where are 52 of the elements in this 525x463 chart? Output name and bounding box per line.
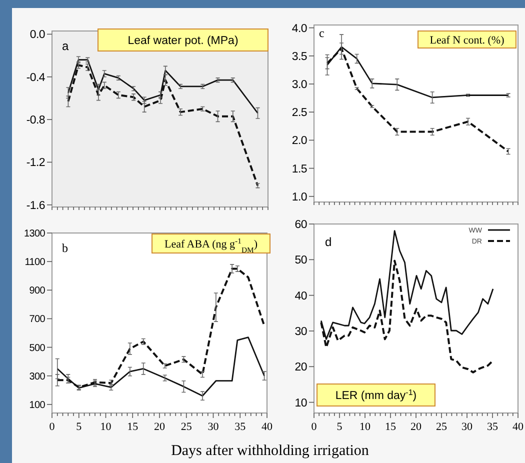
x-tick-label: 25 [436,421,448,433]
y-tick-label: 20 [294,362,307,374]
x-tick-label: 35 [234,421,246,433]
y-tick-label: 50 [294,254,307,267]
x-tick-label: 20 [410,421,422,433]
x-tick-label: 30 [208,421,220,433]
x-tick-label: 35 [487,421,498,433]
y-tick-label: -0.8 [26,114,45,127]
y-tick-label: 500 [29,342,46,354]
chart-title: Leaf water pot. (MPa) [128,35,238,48]
y-tick-label: 900 [29,286,46,297]
y-tick-label: 40 [294,290,307,302]
annotation: a [62,39,69,53]
y-tick-label: -1.6 [26,200,45,212]
x-tick-label: 15 [385,421,396,433]
annotation: d [325,235,332,249]
y-tick-label: 30 [294,326,307,338]
y-tick-label: 1100 [24,257,46,268]
y-tick-label: 0.0 [30,29,45,42]
x-tick-label: 40 [512,421,524,433]
x-tick-label: 0 [49,421,56,433]
text: Leaf N cont. (%) [430,34,505,46]
x-tick-label: 20 [154,421,166,433]
y-tick-label: 3.5 [292,50,307,63]
y-tick-label: 100 [29,400,46,411]
x-tick-label: 40 [262,421,273,433]
y-tick-label: -0.4 [26,72,46,84]
y-tick-label: 2.0 [292,135,307,148]
x-tick-label: 0 [311,421,318,433]
x-tick-label: 5 [76,421,82,433]
y-tick-label: 700 [29,314,46,326]
annotation: c [319,26,324,40]
x-tick-label: 10 [100,421,112,433]
y-tick-label: 1.5 [292,163,307,176]
annotation: b [62,241,68,255]
x-tick-label: 5 [336,421,343,433]
y-tick-label: -1.2 [26,157,45,170]
x-axis-title: Days after withholding irrigation [171,443,370,459]
x-tick-label: 15 [127,421,139,433]
y-tick-label: 3.0 [292,79,307,92]
x-tick-label: 25 [180,421,192,433]
y-tick-label: 2.5 [292,107,307,120]
y-tick-label: 1.0 [292,191,307,204]
y-tick-label: 10 [294,397,307,410]
y-tick-label: 300 [29,371,46,382]
x-tick-label: 10 [360,421,371,433]
x-tick-label: 30 [462,421,473,433]
y-tick-label: 1300 [24,228,46,240]
y-tick-label: 60 [294,219,307,232]
y-tick-label: 4.0 [292,22,307,35]
text: LER (mm day$^{-1}$) [335,388,417,402]
text: Leaf ABA (ng g$^{-1}$$_{DM}$) [164,236,258,254]
